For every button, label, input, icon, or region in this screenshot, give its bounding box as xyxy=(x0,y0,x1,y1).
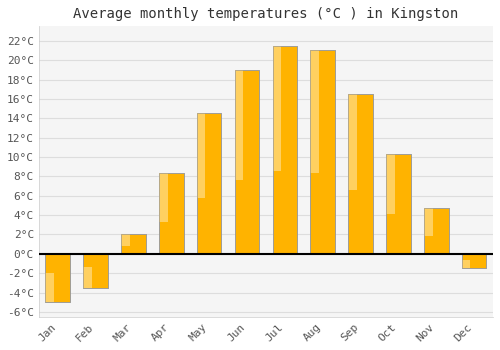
Title: Average monthly temperatures (°C ) in Kingston: Average monthly temperatures (°C ) in Ki… xyxy=(74,7,458,21)
Bar xyxy=(46,273,54,302)
Bar xyxy=(462,260,470,268)
Bar xyxy=(159,174,184,254)
Bar xyxy=(310,50,335,254)
Bar xyxy=(159,174,184,254)
Bar xyxy=(348,94,373,254)
Bar xyxy=(424,208,448,254)
Bar xyxy=(348,94,357,190)
Bar xyxy=(234,70,260,254)
Bar xyxy=(386,154,410,254)
Bar xyxy=(462,254,486,268)
Bar xyxy=(272,46,281,170)
Bar xyxy=(462,254,486,268)
Bar xyxy=(84,254,108,288)
Bar xyxy=(197,113,222,254)
Bar xyxy=(84,267,92,288)
Bar xyxy=(272,46,297,254)
Bar xyxy=(121,234,130,246)
Bar xyxy=(84,254,108,288)
Bar xyxy=(234,70,244,180)
Bar xyxy=(424,208,448,254)
Bar xyxy=(310,50,335,254)
Bar xyxy=(46,254,70,302)
Bar xyxy=(310,50,319,173)
Bar xyxy=(272,46,297,254)
Bar xyxy=(197,113,205,198)
Bar xyxy=(234,70,260,254)
Bar xyxy=(197,113,222,254)
Bar xyxy=(348,94,373,254)
Bar xyxy=(386,154,410,254)
Bar xyxy=(121,234,146,254)
Bar xyxy=(424,208,432,236)
Bar xyxy=(386,154,394,214)
Bar xyxy=(121,234,146,254)
Bar xyxy=(46,254,70,302)
Bar xyxy=(159,174,168,222)
